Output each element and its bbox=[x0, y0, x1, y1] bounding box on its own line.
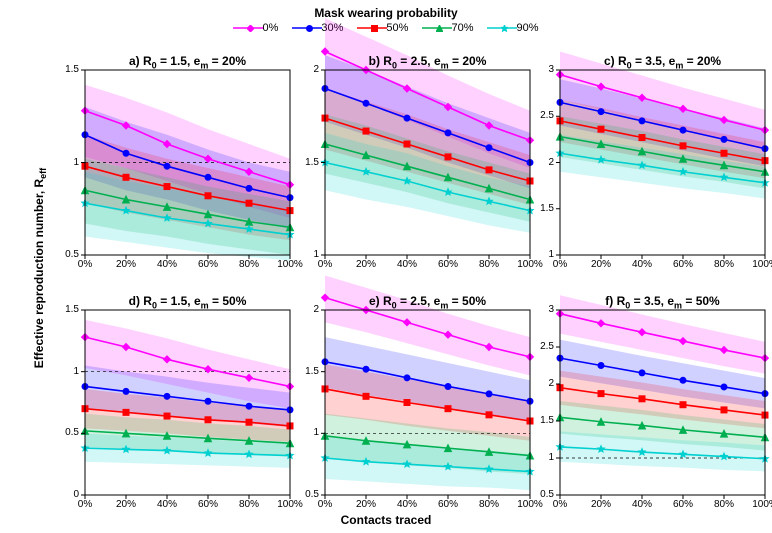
legend-marker-icon bbox=[306, 25, 313, 32]
x-tick-label: 60% bbox=[433, 499, 463, 510]
legend: Mask wearing probability 0%30%50%70%90% bbox=[0, 6, 772, 34]
x-tick-label: 20% bbox=[111, 499, 141, 510]
x-tick-label: 60% bbox=[193, 499, 223, 510]
y-tick-label: 1.5 bbox=[540, 203, 554, 214]
x-tick-label: 0% bbox=[545, 259, 575, 270]
x-tick-label: 60% bbox=[193, 259, 223, 270]
figure: Mask wearing probability 0%30%50%70%90% … bbox=[0, 0, 772, 533]
x-tick-label: 0% bbox=[310, 259, 340, 270]
y-tick-label: 2 bbox=[313, 304, 319, 315]
y-tick-label: 1.5 bbox=[65, 304, 79, 315]
y-tick-label: 3 bbox=[548, 304, 554, 315]
x-tick-label: 80% bbox=[234, 259, 264, 270]
y-tick-label: 0.5 bbox=[540, 489, 554, 500]
x-tick-label: 0% bbox=[70, 259, 100, 270]
panel-title: b) R0 = 2.5, em = 20% bbox=[325, 54, 530, 70]
legend-item: 90% bbox=[487, 22, 538, 34]
chart-svg bbox=[85, 310, 290, 500]
x-tick-label: 100% bbox=[515, 259, 545, 270]
x-tick-label: 100% bbox=[275, 499, 305, 510]
chart-svg bbox=[325, 70, 530, 260]
y-tick-label: 2.5 bbox=[540, 110, 554, 121]
panel-title: c) R0 = 3.5, em = 20% bbox=[560, 54, 765, 70]
y-tick-label: 1 bbox=[313, 427, 319, 438]
x-tick-label: 40% bbox=[152, 259, 182, 270]
panel-c: c) R0 = 3.5, em = 20%0%20%40%60%80%100%1… bbox=[560, 70, 765, 255]
y-tick-label: 0.5 bbox=[65, 249, 79, 260]
x-tick-label: 0% bbox=[70, 499, 100, 510]
panel-a: a) R0 = 1.5, em = 20%0%20%40%60%80%100%0… bbox=[85, 70, 290, 255]
x-tick-label: 100% bbox=[750, 259, 772, 270]
y-tick-label: 3 bbox=[548, 64, 554, 75]
x-tick-label: 100% bbox=[750, 499, 772, 510]
panel-b: b) R0 = 2.5, em = 20%0%20%40%60%80%100%1… bbox=[325, 70, 530, 255]
chart-svg bbox=[85, 70, 290, 260]
x-tick-label: 40% bbox=[392, 259, 422, 270]
x-tick-label: 40% bbox=[152, 499, 182, 510]
y-tick-label: 1 bbox=[313, 249, 319, 260]
y-tick-label: 2 bbox=[548, 378, 554, 389]
panel-f: f) R0 = 3.5, em = 50%0%20%40%60%80%100%0… bbox=[560, 310, 765, 495]
panel-d: d) R0 = 1.5, em = 50%0%20%40%60%80%100%0… bbox=[85, 310, 290, 495]
y-tick-label: 1.5 bbox=[65, 64, 79, 75]
x-tick-label: 60% bbox=[668, 499, 698, 510]
x-tick-label: 60% bbox=[668, 259, 698, 270]
y-tick-label: 1 bbox=[73, 366, 79, 377]
legend-items: 0%30%50%70%90% bbox=[0, 22, 772, 34]
y-tick-label: 2.5 bbox=[540, 341, 554, 352]
x-tick-label: 60% bbox=[433, 259, 463, 270]
chart-svg bbox=[325, 310, 530, 500]
y-tick-label: 2 bbox=[313, 64, 319, 75]
x-tick-label: 80% bbox=[474, 499, 504, 510]
x-tick-label: 20% bbox=[586, 499, 616, 510]
y-axis-label: Effective reproduction number, Reff bbox=[32, 168, 48, 368]
x-tick-label: 80% bbox=[234, 499, 264, 510]
y-tick-label: 1.5 bbox=[305, 157, 319, 168]
legend-item: 0% bbox=[233, 22, 278, 34]
legend-label: 90% bbox=[516, 22, 538, 34]
chart-svg bbox=[560, 310, 765, 500]
x-tick-label: 80% bbox=[709, 499, 739, 510]
x-tick-label: 40% bbox=[627, 259, 657, 270]
y-tick-label: 1 bbox=[548, 452, 554, 463]
x-tick-label: 20% bbox=[111, 259, 141, 270]
chart-svg bbox=[560, 70, 765, 260]
y-tick-label: 1.5 bbox=[305, 366, 319, 377]
panel-title: a) R0 = 1.5, em = 20% bbox=[85, 54, 290, 70]
panel-title: f) R0 = 3.5, em = 50% bbox=[560, 294, 765, 310]
y-tick-label: 1.5 bbox=[540, 415, 554, 426]
x-tick-label: 20% bbox=[586, 259, 616, 270]
legend-marker-icon bbox=[436, 25, 443, 32]
x-tick-label: 80% bbox=[709, 259, 739, 270]
panel-title: d) R0 = 1.5, em = 50% bbox=[85, 294, 290, 310]
legend-marker-icon bbox=[501, 25, 508, 32]
legend-marker-icon bbox=[371, 25, 378, 32]
legend-item: 70% bbox=[422, 22, 473, 34]
x-tick-label: 0% bbox=[310, 499, 340, 510]
legend-item: 50% bbox=[357, 22, 408, 34]
y-tick-label: 1 bbox=[548, 249, 554, 260]
legend-label: 70% bbox=[451, 22, 473, 34]
x-tick-label: 20% bbox=[351, 499, 381, 510]
x-tick-label: 40% bbox=[627, 499, 657, 510]
x-tick-label: 100% bbox=[515, 499, 545, 510]
y-tick-label: 0 bbox=[73, 489, 79, 500]
legend-label: 50% bbox=[386, 22, 408, 34]
y-tick-label: 2 bbox=[548, 157, 554, 168]
y-tick-label: 0.5 bbox=[65, 427, 79, 438]
panel-title: e) R0 = 2.5, em = 50% bbox=[325, 294, 530, 310]
x-tick-label: 40% bbox=[392, 499, 422, 510]
x-tick-label: 0% bbox=[545, 499, 575, 510]
x-axis-label: Contacts traced bbox=[0, 513, 772, 527]
x-tick-label: 80% bbox=[474, 259, 504, 270]
legend-marker-icon bbox=[247, 25, 254, 32]
x-tick-label: 20% bbox=[351, 259, 381, 270]
y-tick-label: 1 bbox=[73, 157, 79, 168]
legend-title: Mask wearing probability bbox=[0, 6, 772, 20]
legend-label: 0% bbox=[262, 22, 278, 34]
x-tick-label: 100% bbox=[275, 259, 305, 270]
y-tick-label: 0.5 bbox=[305, 489, 319, 500]
panel-e: e) R0 = 2.5, em = 50%0%20%40%60%80%100%0… bbox=[325, 310, 530, 495]
